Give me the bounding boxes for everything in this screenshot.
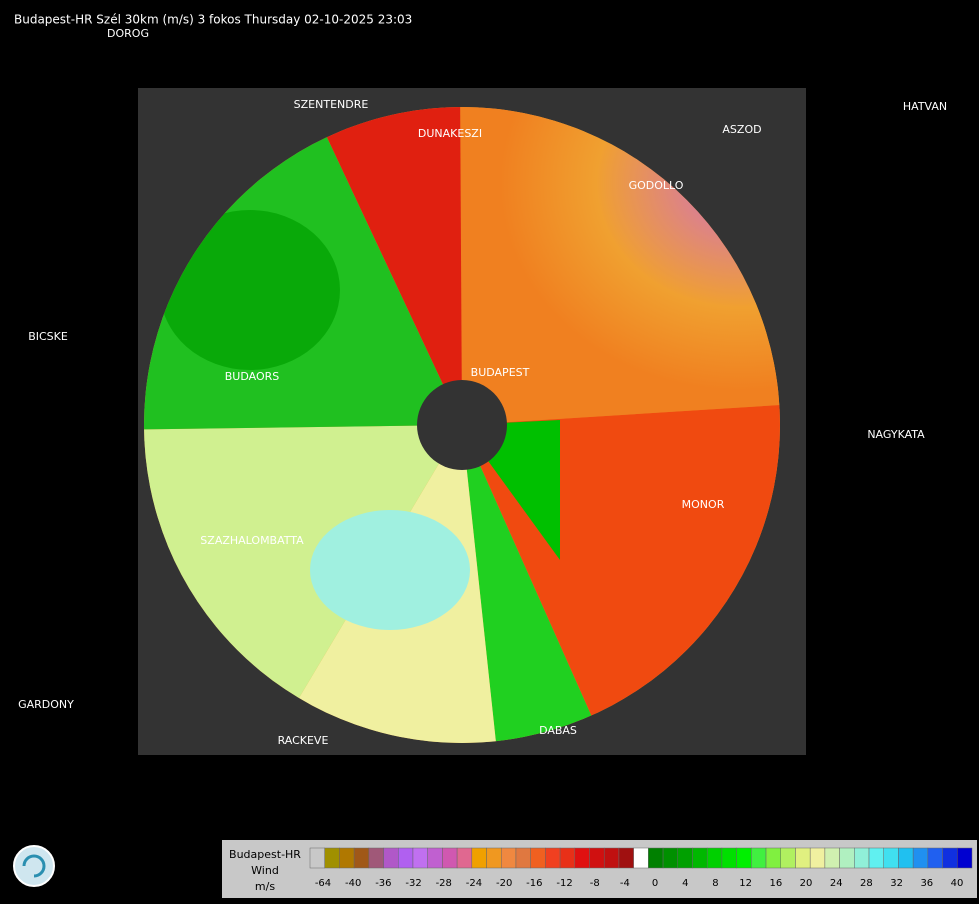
legend-swatch: [898, 847, 914, 869]
city-label: GARDONY: [18, 698, 74, 711]
legend-tick-label: -4: [620, 878, 630, 889]
legend-tick-label: 28: [860, 878, 873, 889]
legend-swatch: [545, 847, 561, 869]
legend-tick-label: -32: [405, 878, 421, 889]
legend-tick-label: 32: [890, 878, 903, 889]
city-label: SZENTENDRE: [294, 98, 369, 111]
legend-swatch: [809, 847, 826, 869]
legend-tick-label: 16: [769, 878, 782, 889]
city-label: BUDAORS: [225, 370, 280, 383]
legend-swatch: [912, 847, 929, 869]
legend-tick-label: -36: [375, 878, 391, 889]
logo-mark: [22, 854, 46, 878]
legend-swatch: [368, 847, 384, 869]
legend: Budapest-HR Wind m/s -64 -40 -36 -32 -28 -24-…: [222, 840, 977, 898]
legend-swatch: [486, 847, 502, 869]
legend-swatch: [927, 847, 943, 869]
legend-tick-label: 4: [682, 878, 688, 889]
legend-swatch: [854, 847, 870, 869]
legend-swatch: [515, 847, 531, 869]
legend-swatch: [706, 847, 723, 869]
legend-tick-label: 36: [920, 878, 933, 889]
legend-tick-label: -16: [526, 878, 542, 889]
legend-tick-label: -8: [590, 878, 600, 889]
city-label: HATVAN: [903, 100, 947, 113]
legend-swatch: [618, 847, 634, 869]
legend-swatch: [780, 847, 796, 869]
legend-swatch: [677, 847, 693, 869]
city-label: BICSKE: [28, 330, 68, 343]
legend-swatch: [574, 847, 590, 869]
legend-swatch: [339, 847, 355, 869]
legend-swatch: [412, 847, 428, 869]
legend-swatch: [353, 847, 370, 869]
legend-tick-label: 8: [712, 878, 718, 889]
legend-quantity: Wind: [251, 864, 279, 877]
legend-swatch: [456, 847, 473, 869]
legend-swatch: [839, 847, 855, 869]
legend-swatch: [692, 847, 708, 869]
legend-tick-label: -24: [466, 878, 482, 889]
legend-swatch: [427, 847, 443, 869]
legend-tick-label: -28: [436, 878, 452, 889]
legend-station: Budapest-HR: [229, 848, 301, 861]
legend-tick-label: 0: [652, 878, 658, 889]
legend-swatch: [471, 847, 487, 869]
legend-tick-label: -12: [556, 878, 572, 889]
city-label: BUDAPEST: [471, 366, 530, 379]
legend-swatch: [795, 847, 811, 869]
legend-swatch: [559, 847, 576, 869]
legend-swatch: [398, 847, 414, 869]
legend-swatch: [721, 847, 737, 869]
legend-swatch: [589, 847, 605, 869]
legend-swatch: [957, 847, 973, 869]
city-labels: DOROG SZENTENDRE DUNAKESZI ASZOD HATVAN GODOL…: [18, 27, 972, 899]
city-label: RACKEVE: [278, 734, 329, 747]
legend-swatch: [383, 847, 399, 869]
city-label: NAGYKATA: [867, 428, 925, 441]
city-label: MONOR: [682, 498, 725, 511]
city-label: DUNAKESZI: [418, 127, 482, 140]
map-title: Budapest-HR Szél 30km (m/s) 3 fokos Thur…: [14, 13, 412, 27]
legend-tick-label: -40: [345, 878, 361, 889]
legend-swatch: [824, 847, 840, 869]
legend-swatch: [662, 847, 679, 869]
city-label: DABAS: [539, 724, 577, 737]
legend-swatch: [736, 847, 752, 869]
legend-unit: m/s: [255, 880, 275, 893]
legend-swatch: [942, 847, 958, 869]
legend-swatch: [530, 847, 546, 869]
city-label: SZAZHALOMBATTA: [200, 534, 304, 547]
city-label: GODOLLO: [629, 179, 684, 192]
legend-swatch: [765, 847, 782, 869]
legend-swatch: [648, 847, 664, 869]
legend-tick-label: 20: [800, 878, 813, 889]
legend-swatch: [324, 847, 340, 869]
legend-swatch: [442, 847, 458, 869]
legend-swatch: [309, 847, 325, 869]
legend-tick-label: 24: [830, 878, 843, 889]
legend-swatch: [500, 847, 517, 869]
legend-swatch: [603, 847, 620, 869]
legend-tick-label: -20: [496, 878, 512, 889]
legend-swatch: [751, 847, 767, 869]
legend-tick-label: -64: [315, 878, 331, 889]
legend-swatch: [868, 847, 884, 869]
city-label: ASZOD: [722, 123, 761, 136]
city-label: DOROG: [107, 27, 149, 40]
logo: [13, 845, 55, 887]
legend-tick-label: 12: [739, 878, 752, 889]
legend-swatch: [883, 847, 899, 869]
legend-tick-label: 40: [951, 878, 964, 889]
legend-swatch: [633, 847, 649, 869]
